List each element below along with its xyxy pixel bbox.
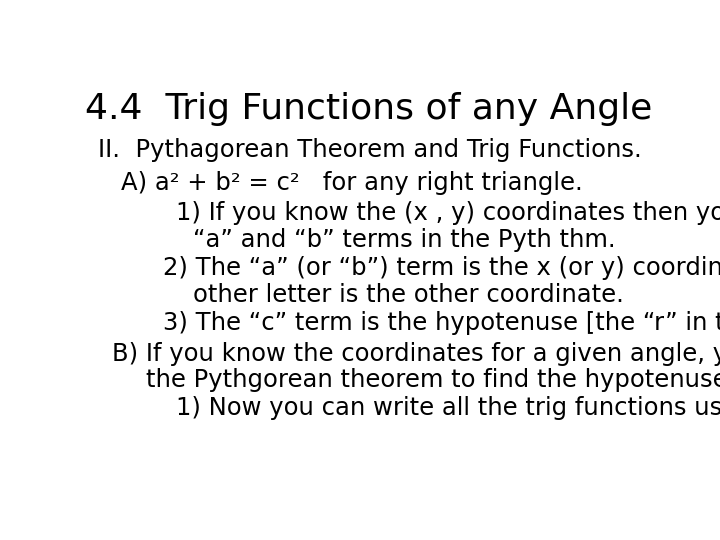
Text: 3) The “c” term is the hypotenuse [the “r” in the trig]: 3) The “c” term is the hypotenuse [the “… bbox=[163, 311, 720, 335]
Text: A) a² + b² = c²   for any right triangle.: A) a² + b² = c² for any right triangle. bbox=[121, 171, 582, 195]
Text: 1) If you know the (x , y) coordinates then you have the: 1) If you know the (x , y) coordinates t… bbox=[176, 201, 720, 225]
Text: other letter is the other coordinate.: other letter is the other coordinate. bbox=[193, 282, 624, 307]
Text: the Pythgorean theorem to find the hypotenuse (the r).: the Pythgorean theorem to find the hypot… bbox=[145, 368, 720, 393]
Text: B) If you know the coordinates for a given angle, you can use: B) If you know the coordinates for a giv… bbox=[112, 342, 720, 366]
Text: II.  Pythagorean Theorem and Trig Functions.: II. Pythagorean Theorem and Trig Functio… bbox=[99, 138, 642, 161]
Text: 1) Now you can write all the trig functions using x, y, & r.: 1) Now you can write all the trig functi… bbox=[176, 396, 720, 420]
Text: 4.4  Trig Functions of any Angle: 4.4 Trig Functions of any Angle bbox=[86, 92, 652, 126]
Text: 2) The “a” (or “b”) term is the x (or y) coordinate, and the: 2) The “a” (or “b”) term is the x (or y)… bbox=[163, 256, 720, 280]
Text: “a” and “b” terms in the Pyth thm.: “a” and “b” terms in the Pyth thm. bbox=[193, 228, 616, 252]
